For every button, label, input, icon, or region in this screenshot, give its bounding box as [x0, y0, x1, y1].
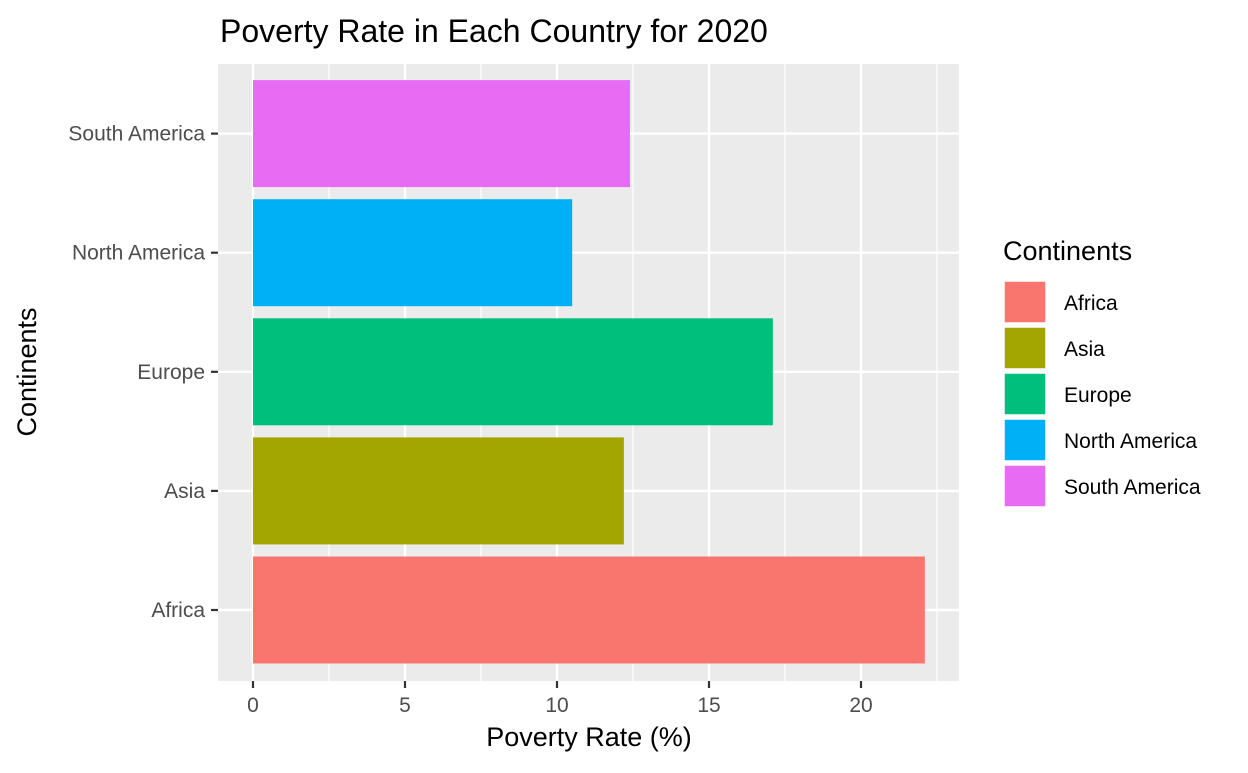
legend-item: Asia: [1003, 326, 1105, 370]
legend-key: [1003, 280, 1047, 324]
y-axis-ticks: Africa Asia Europe North America South Ameri…: [68, 123, 218, 622]
x-axis-title: Poverty Rate (%): [486, 722, 692, 752]
bar-asia: [253, 437, 624, 545]
legend-key: [1003, 464, 1047, 508]
y-tick-label: Asia: [164, 480, 205, 503]
legend-item: South America: [1003, 464, 1201, 508]
legend-label: Asia: [1064, 338, 1105, 361]
bar-africa: [253, 556, 925, 664]
legend-label: Europe: [1064, 384, 1132, 407]
y-tick-label: North America: [72, 242, 205, 265]
bar-north-america: [253, 199, 573, 307]
legend-key: [1003, 372, 1047, 416]
x-axis-ticks: 0 5 10 15 20: [247, 681, 873, 717]
bar-south-america: [253, 80, 630, 188]
legend-item: North America: [1003, 418, 1197, 462]
x-tick-label: 5: [399, 694, 411, 717]
legend-items: Africa Asia Europe North America South Ameri…: [1003, 280, 1201, 508]
legend-key: [1003, 326, 1047, 370]
x-tick-label: 20: [849, 694, 872, 717]
legend-label: Africa: [1064, 292, 1118, 315]
bar-europe: [253, 318, 773, 426]
y-tick-label: Africa: [151, 599, 205, 622]
legend: Continents Africa Asia Europe North America…: [1003, 236, 1201, 508]
legend-title: Continents: [1003, 236, 1132, 266]
legend-label: South America: [1064, 476, 1201, 499]
y-tick-label: Europe: [137, 361, 205, 384]
x-tick-label: 0: [247, 694, 259, 717]
legend-item: Africa: [1003, 280, 1118, 324]
bars: [253, 80, 925, 664]
x-tick-label: 15: [697, 694, 720, 717]
y-tick-label: South America: [68, 123, 205, 146]
x-tick-label: 10: [545, 694, 568, 717]
legend-label: North America: [1064, 430, 1197, 453]
y-axis-title: Continents: [12, 307, 42, 436]
legend-key: [1003, 418, 1047, 462]
chart-title: Poverty Rate in Each Country for 2020: [220, 13, 768, 49]
legend-item: Europe: [1003, 372, 1132, 416]
